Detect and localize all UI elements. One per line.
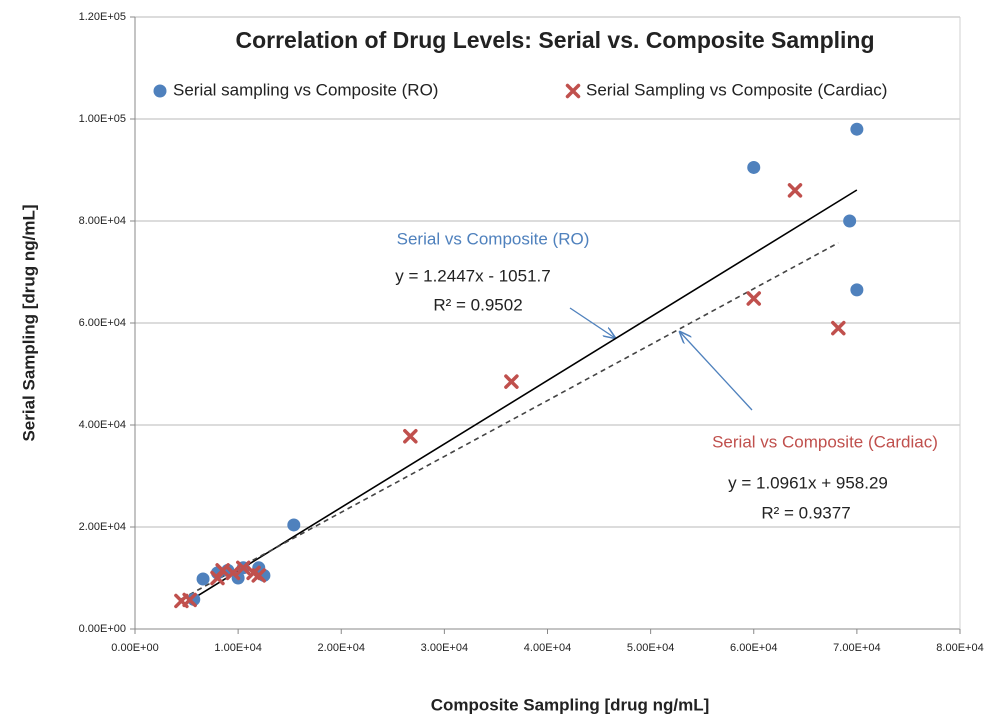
x-axis-title: Composite Sampling [drug ng/mL] — [431, 695, 710, 714]
point — [504, 374, 519, 389]
trendline — [181, 242, 839, 600]
y-tick-label: 8.00E+04 — [79, 215, 126, 227]
point — [182, 592, 197, 608]
x-tick-label: 3.00E+04 — [421, 642, 468, 654]
point-glyph — [182, 592, 197, 608]
point — [403, 428, 418, 444]
legend-label: Serial sampling vs Composite (RO) — [173, 80, 438, 99]
point-glyph — [787, 183, 803, 198]
x-tick-label: 4.00E+04 — [524, 642, 571, 654]
point-glyph — [251, 568, 266, 583]
point — [787, 183, 803, 198]
chart-title: Correlation of Drug Levels: Serial vs. C… — [235, 27, 874, 53]
point — [236, 560, 251, 576]
point-glyph — [565, 83, 581, 99]
x-tick-label: 0.00E+00 — [111, 642, 158, 654]
legend-marker — [153, 84, 167, 98]
trendline-label: Serial vs Composite (RO) — [397, 229, 590, 248]
point — [196, 572, 210, 586]
point-glyph — [225, 565, 241, 581]
annotation-arrow — [569, 307, 615, 338]
x-tick-label: 8.00E+04 — [936, 642, 983, 654]
point — [850, 122, 864, 136]
point — [831, 320, 846, 336]
y-tick-label: 1.00E+05 — [79, 113, 126, 125]
trendline — [193, 189, 858, 599]
y-axis-title: Serial Sampling [drug ng/mL] — [19, 204, 38, 441]
x-tick-label: 5.00E+04 — [627, 642, 674, 654]
point — [850, 283, 864, 297]
trendline-label: Serial vs Composite (Cardiac) — [712, 432, 938, 451]
trendline-equation: y = 1.0961x + 958.29 — [728, 473, 888, 492]
point-glyph — [746, 291, 761, 306]
annotation-arrow — [680, 332, 753, 411]
y-tick-label: 1.20E+05 — [79, 11, 126, 23]
y-tick-label: 4.00E+04 — [79, 419, 126, 431]
trendline-r2: R² = 0.9502 — [433, 295, 522, 314]
point-glyph — [403, 428, 418, 444]
point — [746, 291, 761, 306]
legend-label: Serial Sampling vs Composite (Cardiac) — [586, 80, 887, 99]
point-glyph — [831, 320, 846, 336]
point — [287, 518, 301, 532]
point — [843, 214, 857, 228]
point — [251, 568, 266, 583]
x-tick-label: 2.00E+04 — [318, 642, 365, 654]
point-glyph — [210, 570, 225, 586]
point-glyph — [504, 374, 519, 389]
point — [225, 565, 241, 581]
legend-marker — [565, 83, 581, 99]
point-glyph — [236, 560, 251, 576]
point — [747, 160, 761, 174]
trendline-equation: y = 1.2447x - 1051.7 — [395, 266, 550, 285]
x-tick-label: 1.00E+04 — [214, 642, 261, 654]
point — [210, 570, 225, 586]
trendline-r2: R² = 0.9377 — [761, 503, 850, 522]
y-tick-label: 0.00E+00 — [79, 623, 126, 635]
x-tick-label: 7.00E+04 — [833, 642, 880, 654]
y-tick-label: 6.00E+04 — [79, 317, 126, 329]
x-tick-label: 6.00E+04 — [730, 642, 777, 654]
y-tick-label: 2.00E+04 — [79, 521, 126, 533]
